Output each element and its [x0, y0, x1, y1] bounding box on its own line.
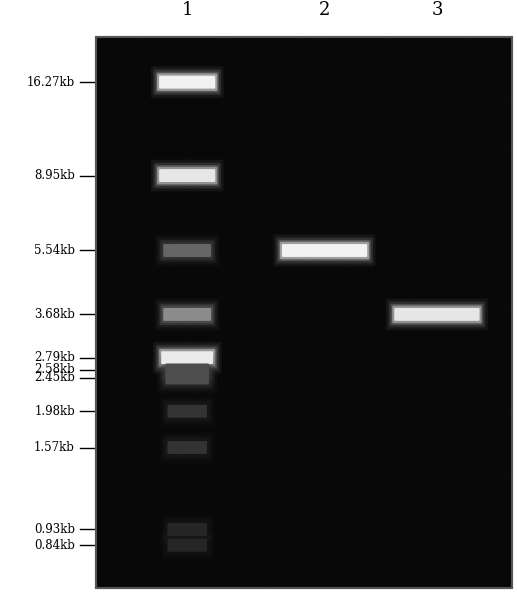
FancyBboxPatch shape [156, 165, 219, 186]
FancyBboxPatch shape [159, 349, 215, 367]
FancyBboxPatch shape [154, 69, 221, 95]
FancyBboxPatch shape [159, 395, 215, 427]
FancyBboxPatch shape [151, 67, 223, 98]
Text: 0.93kb: 0.93kb [34, 523, 75, 536]
FancyBboxPatch shape [163, 308, 211, 321]
Text: 1.57kb: 1.57kb [34, 441, 75, 454]
FancyBboxPatch shape [158, 302, 217, 328]
FancyBboxPatch shape [164, 535, 210, 556]
FancyBboxPatch shape [165, 439, 209, 457]
FancyBboxPatch shape [160, 365, 215, 391]
FancyBboxPatch shape [282, 244, 367, 257]
FancyBboxPatch shape [159, 529, 215, 561]
Text: 0.84kb: 0.84kb [34, 539, 75, 552]
FancyBboxPatch shape [164, 401, 210, 422]
FancyBboxPatch shape [160, 240, 215, 261]
FancyBboxPatch shape [160, 357, 215, 383]
FancyBboxPatch shape [168, 441, 207, 454]
Text: 1: 1 [181, 1, 193, 19]
FancyBboxPatch shape [162, 367, 212, 389]
FancyBboxPatch shape [163, 244, 211, 257]
FancyBboxPatch shape [158, 347, 217, 368]
FancyBboxPatch shape [161, 305, 213, 323]
FancyBboxPatch shape [168, 405, 207, 418]
FancyBboxPatch shape [168, 539, 207, 552]
FancyBboxPatch shape [153, 342, 221, 374]
Text: 2.45kb: 2.45kb [34, 371, 75, 385]
FancyBboxPatch shape [168, 523, 207, 536]
FancyBboxPatch shape [162, 532, 212, 558]
Text: 1.98kb: 1.98kb [34, 405, 75, 418]
FancyBboxPatch shape [157, 73, 217, 91]
Text: 16.27kb: 16.27kb [27, 76, 75, 89]
FancyBboxPatch shape [394, 308, 480, 321]
FancyBboxPatch shape [162, 398, 212, 424]
FancyBboxPatch shape [157, 362, 217, 394]
FancyBboxPatch shape [159, 76, 215, 89]
FancyBboxPatch shape [280, 242, 369, 259]
FancyBboxPatch shape [163, 369, 211, 387]
FancyBboxPatch shape [165, 364, 209, 376]
FancyBboxPatch shape [154, 163, 221, 188]
FancyBboxPatch shape [157, 167, 217, 184]
FancyBboxPatch shape [392, 305, 482, 323]
FancyBboxPatch shape [276, 238, 373, 263]
FancyBboxPatch shape [386, 299, 488, 330]
FancyBboxPatch shape [160, 304, 215, 325]
FancyBboxPatch shape [156, 345, 219, 371]
FancyBboxPatch shape [164, 437, 210, 458]
FancyBboxPatch shape [151, 160, 223, 191]
Text: 2.79kb: 2.79kb [34, 351, 75, 364]
Text: 3: 3 [431, 1, 443, 19]
FancyBboxPatch shape [159, 514, 215, 545]
FancyBboxPatch shape [159, 169, 215, 182]
FancyBboxPatch shape [165, 536, 209, 554]
Text: 3.68kb: 3.68kb [34, 308, 75, 321]
Text: 2.58kb: 2.58kb [34, 364, 75, 376]
FancyBboxPatch shape [155, 235, 219, 266]
FancyBboxPatch shape [157, 354, 217, 386]
FancyBboxPatch shape [155, 299, 219, 330]
FancyBboxPatch shape [164, 519, 210, 540]
FancyBboxPatch shape [162, 434, 212, 460]
Text: 8.95kb: 8.95kb [34, 169, 75, 182]
FancyBboxPatch shape [278, 240, 371, 261]
FancyBboxPatch shape [162, 359, 212, 380]
Text: 2: 2 [319, 1, 330, 19]
FancyBboxPatch shape [158, 238, 217, 263]
FancyBboxPatch shape [156, 71, 219, 93]
FancyBboxPatch shape [165, 371, 209, 385]
FancyBboxPatch shape [273, 235, 375, 266]
FancyBboxPatch shape [165, 403, 209, 420]
FancyBboxPatch shape [389, 302, 485, 328]
Bar [96, 37, 512, 588]
FancyBboxPatch shape [161, 242, 213, 259]
FancyBboxPatch shape [163, 361, 211, 379]
FancyBboxPatch shape [165, 521, 209, 538]
FancyBboxPatch shape [159, 432, 215, 463]
FancyBboxPatch shape [391, 304, 483, 325]
FancyBboxPatch shape [162, 517, 212, 542]
Bar [96, 37, 512, 588]
Text: 5.54kb: 5.54kb [34, 244, 75, 257]
FancyBboxPatch shape [161, 351, 213, 364]
